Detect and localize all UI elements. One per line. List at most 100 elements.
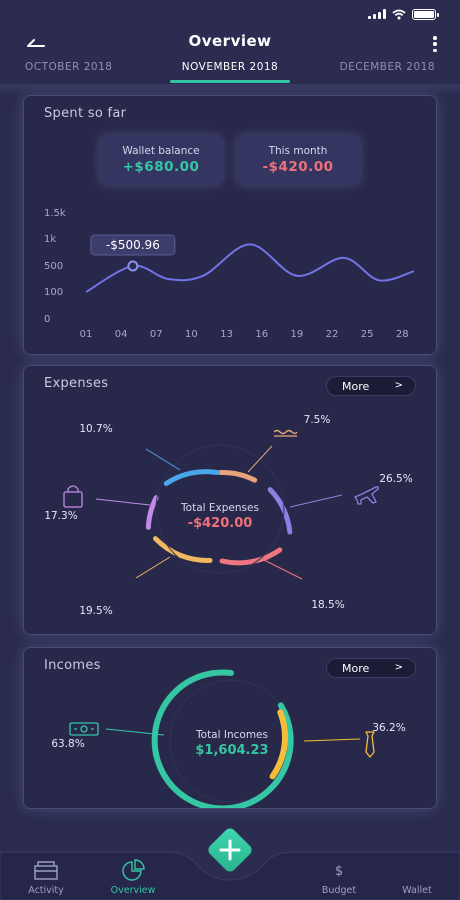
- bottom-bar-background: [0, 851, 460, 900]
- center-label: Total Expenses: [180, 502, 259, 514]
- pct-cash: 63.8%: [51, 738, 84, 750]
- income-center-label: Total Incomes: [195, 729, 268, 741]
- activity-icon: [34, 861, 58, 880]
- spent-card: Spent so far Wallet balance +$680.00 Thi…: [24, 96, 436, 354]
- y-tick-label: 500: [44, 261, 63, 272]
- expenses-more-label: More: [342, 379, 370, 393]
- slice-yellow: [153, 536, 213, 563]
- pct-travel: 26.5%: [379, 473, 412, 485]
- nav-budget-label: Budget: [321, 885, 357, 896]
- x-tick-label: 01: [80, 329, 93, 340]
- leader-yellow: [135, 556, 171, 579]
- active-tab-indicator: [170, 80, 290, 83]
- expenses-more-button[interactable]: More >: [326, 376, 416, 396]
- highlight-point: [127, 260, 139, 272]
- pct-shopping: 17.3%: [44, 510, 77, 522]
- pie-chart-icon: [122, 859, 145, 881]
- bottom-nav: Activity Overview $ Budget Wallet: [0, 845, 460, 900]
- leader-travel: [289, 494, 343, 508]
- leader-food: [247, 445, 273, 473]
- pct-tie: 36.2%: [372, 722, 405, 734]
- battery-icon: [412, 8, 439, 20]
- nav-wallet-label: Wallet: [402, 885, 432, 896]
- x-tick-label: 13: [220, 329, 233, 340]
- chevron-right-icon: >: [394, 662, 403, 673]
- incomes-card: Incomes More > Total Incomes $1,604.23 6…: [24, 648, 436, 808]
- x-tick-label: 22: [326, 329, 339, 340]
- y-tick-label: 1.5k: [44, 208, 66, 219]
- slice-travel: [267, 487, 293, 535]
- chart-tooltip: -$500.96: [90, 234, 176, 256]
- this-month-box[interactable]: This month -$420.00: [237, 136, 359, 184]
- chevron-right-icon: >: [394, 380, 403, 391]
- header: Overview OCTOBER 2018 NOVEMBER 2018 DECE…: [0, 30, 460, 90]
- more-menu-icon[interactable]: [432, 36, 438, 52]
- pct-blue: 10.7%: [79, 423, 112, 435]
- status-bar: [368, 6, 439, 22]
- slice-tie: [269, 709, 288, 780]
- wallet-balance-label: Wallet balance: [122, 145, 200, 157]
- x-tick-label: 04: [115, 329, 128, 340]
- plus-icon: [219, 839, 241, 861]
- leader-red: [263, 559, 303, 580]
- x-tick-label: 16: [255, 329, 268, 340]
- add-button[interactable]: [200, 820, 260, 880]
- wallet-balance-box[interactable]: Wallet balance +$680.00: [100, 136, 222, 184]
- tab-current-month[interactable]: NOVEMBER 2018: [181, 61, 279, 73]
- incomes-donut-chart: Total Incomes $1,604.23 63.8% 36.2%: [51, 669, 406, 808]
- x-tick-label: 19: [290, 329, 303, 340]
- leader-shopping: [95, 498, 151, 506]
- back-arrow-icon[interactable]: [24, 34, 48, 54]
- tie-icon: [365, 731, 375, 758]
- pct-red: 18.5%: [311, 599, 344, 611]
- slice-cash: [151, 669, 294, 808]
- food-icon: [273, 429, 298, 437]
- wallet-balance-value: +$680.00: [122, 159, 200, 175]
- x-tick-label: 25: [361, 329, 374, 340]
- y-tick-label: 100: [44, 287, 63, 298]
- dollar-icon: $: [334, 864, 344, 879]
- pct-food: 7.5%: [304, 414, 331, 426]
- spending-line-chart: 0 100 500 1k 1.5k 01 04 07 10 13 16 19 22 25 28 -$500…: [44, 208, 415, 340]
- cash-icon: [69, 722, 99, 736]
- slice-red: [219, 547, 283, 566]
- leader-tie: [303, 738, 361, 742]
- tooltip-box: [90, 234, 176, 256]
- y-tick-label: 0: [44, 314, 50, 325]
- wifi-icon: [392, 9, 406, 19]
- month-tabs: OCTOBER 2018 NOVEMBER 2018 DECEMBER 2018: [0, 61, 460, 83]
- leader-blue: [145, 448, 181, 471]
- page-title: Overview: [188, 32, 272, 50]
- y-tick-label: 1k: [44, 234, 56, 245]
- nav-activity-label: Activity: [28, 885, 64, 896]
- tab-prev-month[interactable]: OCTOBER 2018: [25, 61, 113, 73]
- airplane-icon: [354, 486, 379, 505]
- x-tick-label: 28: [396, 329, 409, 340]
- nav-overview-label: Overview: [110, 885, 156, 896]
- slice-food: [218, 469, 258, 483]
- signal-icon: [368, 9, 386, 19]
- spending-line: [85, 243, 415, 293]
- leader-cash: [105, 728, 165, 736]
- x-tick-label: 07: [150, 329, 163, 340]
- incomes-title: Incomes: [44, 658, 101, 673]
- income-center-value: $1,604.23: [195, 743, 268, 758]
- expenses-title: Expenses: [44, 376, 109, 391]
- y-axis-ticks: 0 100 500 1k 1.5k: [44, 208, 66, 325]
- slice-blue: [163, 469, 220, 486]
- incomes-more-label: More: [342, 661, 370, 675]
- spent-title: Spent so far: [44, 106, 127, 121]
- x-tick-label: 10: [185, 329, 198, 340]
- incomes-more-button[interactable]: More >: [326, 658, 416, 678]
- shopping-bag-icon: [63, 485, 83, 508]
- tooltip-value: -$500.96: [106, 238, 160, 252]
- tab-next-month[interactable]: DECEMBER 2018: [339, 61, 435, 73]
- x-axis-ticks: 01 04 07 10 13 16 19 22 25 28: [80, 329, 409, 340]
- center-value: -$420.00: [188, 516, 253, 531]
- expenses-card: Expenses More > Total Expenses -$420.00 …: [24, 366, 436, 634]
- slice-shopping: [145, 495, 159, 530]
- header-shadow: [0, 84, 460, 94]
- this-month-value: -$420.00: [262, 159, 334, 175]
- this-month-label: This month: [268, 145, 328, 157]
- expenses-donut-chart: Total Expenses -$420.00 7.5% 26.5% 18.5%…: [44, 414, 412, 617]
